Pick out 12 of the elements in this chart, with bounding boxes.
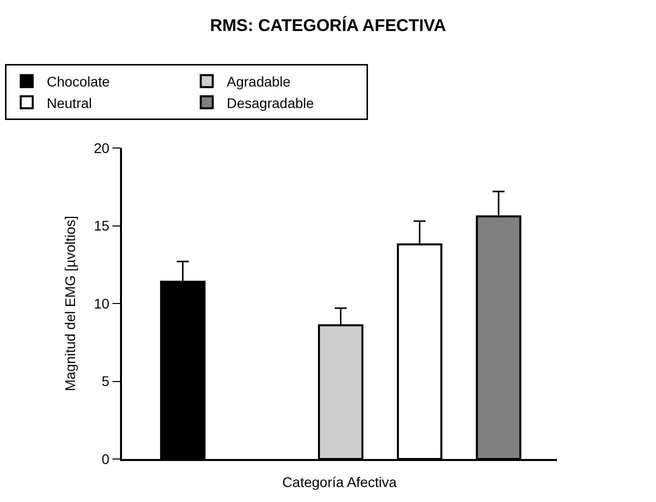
- legend-label: Desagradable: [226, 94, 314, 111]
- y-tick-label: 15: [94, 218, 110, 234]
- y-tick-label: 5: [102, 373, 110, 390]
- legend-label: Agradable: [226, 74, 291, 90]
- y-axis-title: Magnitud del EMG [µvoltios]: [62, 216, 78, 392]
- y-tick-label: 10: [94, 295, 110, 312]
- legend-label: Chocolate: [46, 74, 110, 90]
- y-tick-label: 20: [94, 140, 110, 156]
- legend-label: Neutral: [46, 94, 92, 111]
- x-axis-title: Categoría Afectiva: [282, 474, 397, 490]
- y-tick-label: 0: [102, 450, 110, 467]
- chart-title: RMS: CATEGORÍA AFECTIVA: [210, 15, 446, 36]
